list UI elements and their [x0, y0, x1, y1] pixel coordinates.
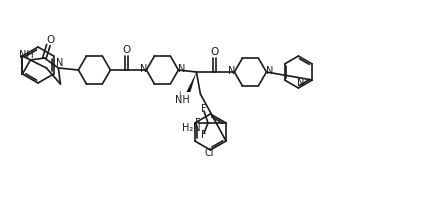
Text: F: F [201, 104, 207, 114]
Text: N: N [140, 64, 147, 74]
Text: F: F [201, 130, 207, 140]
Text: N: N [56, 58, 63, 68]
Text: N: N [297, 78, 304, 88]
Text: O: O [210, 47, 219, 57]
Text: N: N [178, 64, 185, 74]
Text: NH: NH [19, 50, 34, 60]
Text: N: N [228, 66, 235, 76]
Text: F: F [195, 118, 201, 128]
Text: N: N [266, 66, 273, 76]
Text: NH: NH [175, 95, 190, 105]
Text: Cl: Cl [205, 148, 215, 158]
Text: |: | [178, 91, 181, 98]
Text: O: O [122, 45, 131, 55]
Text: H₂N: H₂N [182, 123, 200, 133]
Text: O: O [46, 35, 54, 45]
Polygon shape [186, 72, 196, 92]
